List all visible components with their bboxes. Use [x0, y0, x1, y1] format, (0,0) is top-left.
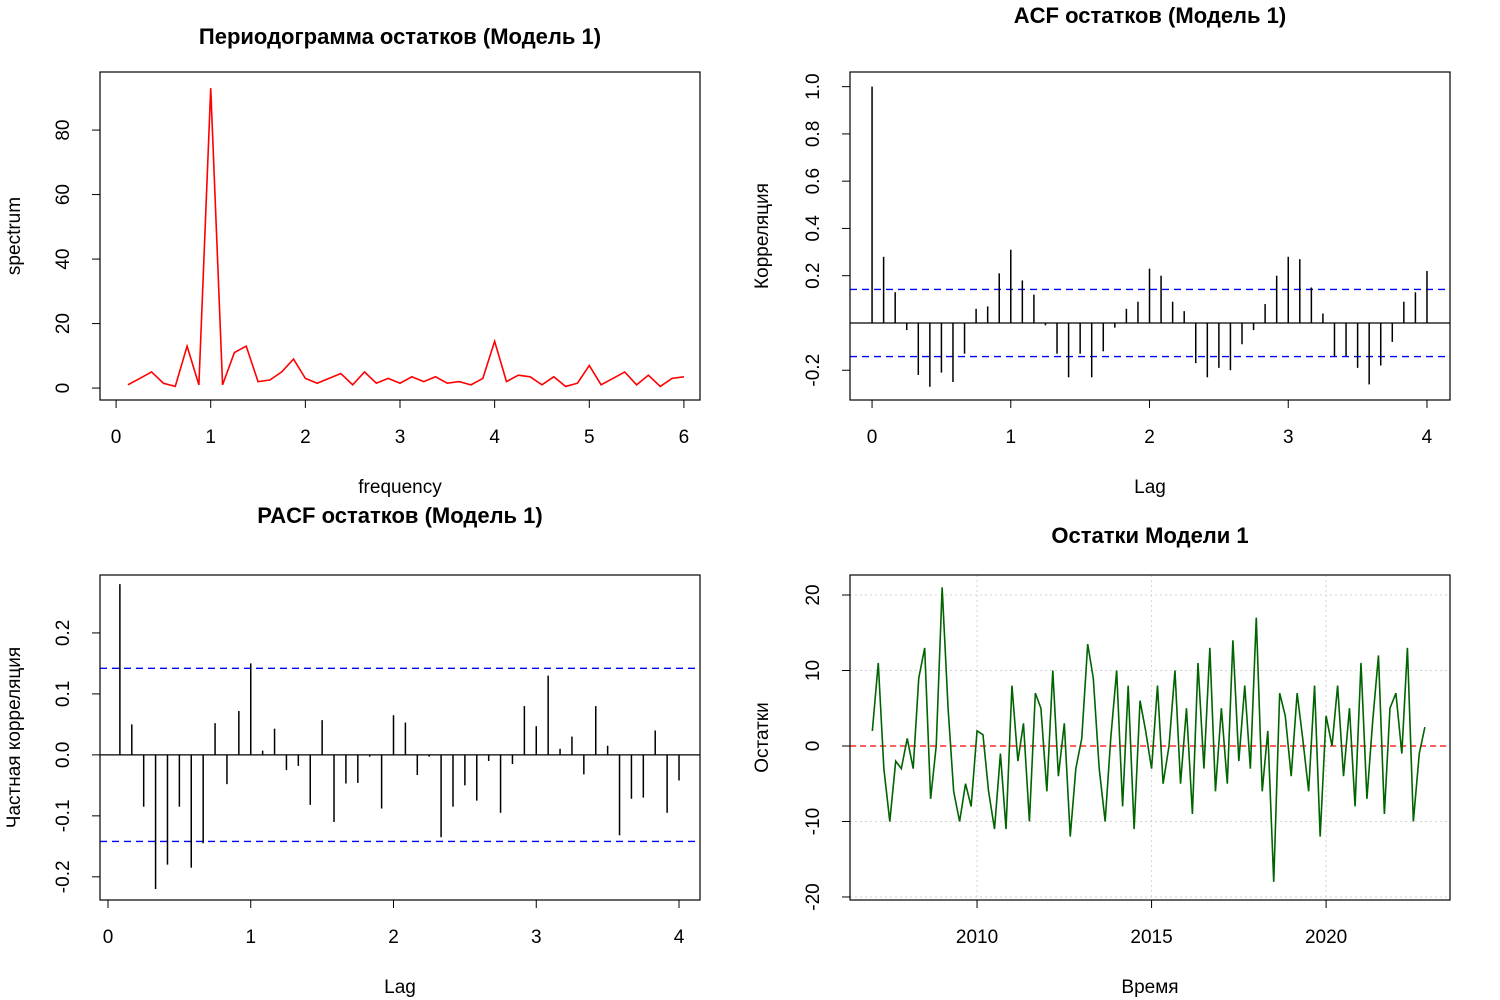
y-tick-label: 20 — [53, 313, 74, 334]
y-tick-label: -0.1 — [53, 799, 74, 832]
x-tick-label: 2015 — [1130, 927, 1172, 948]
x-axis-label: Lag — [1134, 477, 1166, 498]
data-line — [871, 587, 1426, 882]
plot-frame — [849, 71, 1451, 401]
y-tick-label: 40 — [53, 248, 74, 269]
x-tick-label: 3 — [531, 927, 542, 948]
y-tick-label: 0.4 — [803, 215, 824, 242]
x-tick-label: 3 — [395, 427, 406, 448]
x-tick-label: 0 — [111, 427, 122, 448]
x-tick-label: 5 — [584, 427, 595, 448]
y-tick-label: 20 — [803, 584, 824, 605]
x-tick-label: 2010 — [956, 927, 998, 948]
x-tick-label: 1 — [205, 427, 216, 448]
y-tick-label: 80 — [53, 119, 74, 140]
x-tick-label: 4 — [1422, 427, 1433, 448]
y-tick-label: 0.8 — [803, 121, 824, 147]
x-tick-label: 6 — [679, 427, 690, 448]
x-axis-label: Время — [1121, 977, 1178, 998]
y-tick-label: 0 — [803, 741, 824, 752]
x-tick-label: 2 — [300, 427, 311, 448]
x-tick-label: 4 — [674, 927, 685, 948]
y-tick-label: -0.2 — [803, 354, 824, 387]
y-axis-label: Частная корреляция — [4, 647, 25, 828]
y-tick-label: 0.1 — [53, 681, 74, 707]
x-axis-label: Lag — [384, 977, 416, 998]
y-tick-label: 0.2 — [803, 262, 824, 288]
y-axis-label: spectrum — [4, 197, 25, 275]
plot-frame — [849, 574, 1451, 901]
y-tick-label: 0.2 — [53, 620, 74, 646]
x-tick-label: 1 — [245, 927, 256, 948]
chart-title: PACF остатков (Модель 1) — [257, 503, 543, 528]
y-tick-label: -20 — [803, 883, 824, 910]
x-tick-label: 3 — [1283, 427, 1294, 448]
chart-title: Периодограмма остатков (Модель 1) — [199, 24, 601, 49]
x-tick-label: 0 — [103, 927, 114, 948]
y-tick-label: 60 — [53, 184, 74, 205]
chart-title: Остатки Модели 1 — [1051, 523, 1248, 548]
plot-frame — [99, 574, 701, 901]
y-tick-label: 0.0 — [53, 742, 74, 768]
y-tick-label: 0.6 — [803, 168, 824, 194]
y-tick-label: -0.2 — [53, 860, 74, 893]
y-axis-label: Остатки — [752, 702, 773, 773]
x-tick-label: 4 — [489, 427, 500, 448]
data-line — [127, 88, 685, 388]
y-tick-label: 0 — [53, 383, 74, 394]
x-tick-label: 2020 — [1305, 927, 1347, 948]
y-axis-label: Корреляция — [752, 183, 773, 289]
x-tick-label: 2 — [1144, 427, 1155, 448]
x-tick-label: 1 — [1005, 427, 1016, 448]
plot-frame — [99, 71, 701, 401]
y-tick-label: 10 — [803, 660, 824, 681]
y-tick-label: 1.0 — [803, 73, 824, 99]
y-tick-label: -10 — [803, 808, 824, 835]
x-tick-label: 2 — [388, 927, 399, 948]
chart-title: ACF остатков (Модель 1) — [1014, 3, 1286, 28]
x-tick-label: 0 — [867, 427, 878, 448]
x-axis-label: frequency — [358, 477, 442, 498]
